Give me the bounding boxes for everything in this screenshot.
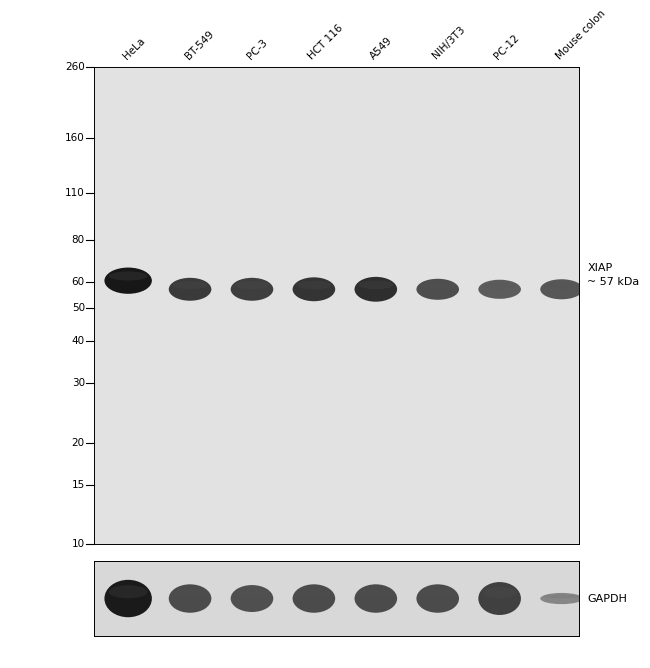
Text: 30: 30 [72,378,84,388]
Ellipse shape [540,279,583,299]
Text: A549: A549 [369,35,395,61]
Text: 260: 260 [65,62,84,71]
Text: PC-12: PC-12 [493,32,521,61]
Ellipse shape [417,584,459,613]
Text: 15: 15 [72,480,84,490]
Text: PC-3: PC-3 [245,37,269,61]
Text: 50: 50 [72,303,84,313]
Ellipse shape [544,282,579,289]
Text: 10: 10 [72,540,84,549]
Text: Mouse colon: Mouse colon [554,8,608,61]
Ellipse shape [296,589,332,599]
Ellipse shape [292,584,335,613]
Text: XIAP
~ 57 kDa: XIAP ~ 57 kDa [587,263,640,287]
Ellipse shape [421,589,455,599]
Text: 80: 80 [72,234,84,244]
Ellipse shape [544,595,579,599]
Ellipse shape [169,584,211,613]
Ellipse shape [235,589,270,599]
Ellipse shape [109,585,148,599]
Ellipse shape [478,280,521,299]
Ellipse shape [292,277,335,301]
Text: 160: 160 [65,133,84,143]
Ellipse shape [354,277,397,302]
Ellipse shape [482,587,517,599]
Text: BT-549: BT-549 [183,29,216,61]
Ellipse shape [173,281,207,289]
Ellipse shape [109,271,148,281]
Ellipse shape [540,593,583,604]
Ellipse shape [296,281,332,289]
Ellipse shape [105,268,152,294]
Text: 110: 110 [65,188,84,198]
Text: NIH/3T3: NIH/3T3 [431,25,467,61]
Ellipse shape [417,279,459,300]
Ellipse shape [358,281,393,289]
Ellipse shape [421,282,455,289]
Ellipse shape [482,283,517,289]
Text: 20: 20 [72,438,84,448]
Ellipse shape [231,585,273,612]
Ellipse shape [173,589,207,599]
Text: 60: 60 [72,277,84,287]
Ellipse shape [169,278,211,301]
Text: HeLa: HeLa [121,35,147,61]
Ellipse shape [354,584,397,613]
Text: HCT 116: HCT 116 [307,23,345,61]
Ellipse shape [235,281,270,289]
Ellipse shape [105,580,152,617]
Ellipse shape [358,589,393,599]
Ellipse shape [478,582,521,615]
Ellipse shape [231,278,273,301]
Text: GAPDH: GAPDH [587,594,627,603]
Text: 40: 40 [72,336,84,346]
